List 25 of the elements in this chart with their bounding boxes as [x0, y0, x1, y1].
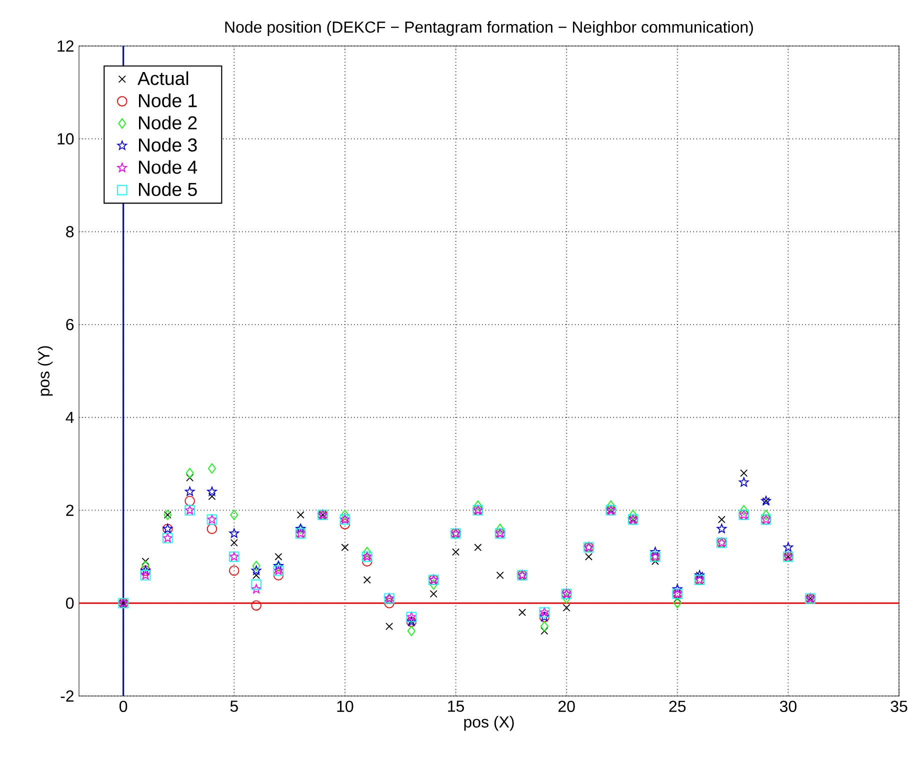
- legend-label: Node 2: [139, 116, 197, 130]
- legend-label: Node 1: [139, 94, 197, 108]
- y-tick-label: 0: [66, 597, 74, 609]
- x-tick-label: 35: [890, 700, 908, 712]
- chart-title: Node position (DEKCF − Pentagram formation − Neighbor communication): [225, 21, 753, 36]
- x-tick-label: 30: [780, 700, 796, 712]
- x-tick-label: 10: [337, 700, 354, 712]
- y-tick-label: 4: [66, 412, 74, 423]
- x-tick-label: 15: [448, 700, 464, 712]
- y-tick-label: 8: [66, 226, 74, 238]
- x-tick-label: 5: [230, 700, 238, 712]
- x-tick-label: 20: [558, 700, 575, 712]
- legend-label: Node 5: [139, 182, 197, 196]
- legend-label: Node 4: [139, 160, 198, 174]
- y-tick-label: 10: [58, 133, 74, 144]
- y-tick-label: 2: [66, 504, 74, 516]
- y-tick-label: 6: [66, 318, 74, 330]
- y-axis-title: pos (Y): [38, 346, 53, 396]
- y-tick-label: 12: [58, 40, 74, 52]
- y-tick-label: -2: [60, 690, 74, 702]
- legend-label: Actual: [138, 71, 188, 86]
- x-axis-title: pos (X): [464, 716, 514, 731]
- legend-label: Node 3: [139, 138, 197, 152]
- x-tick-label: 25: [669, 700, 686, 712]
- x-tick-label: 0: [120, 700, 128, 712]
